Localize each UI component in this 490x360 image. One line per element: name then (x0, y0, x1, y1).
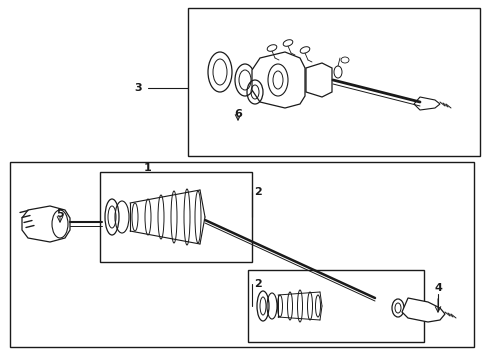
Bar (188, 8, 480, 156)
Text: 1: 1 (144, 163, 152, 173)
Text: 6: 6 (234, 109, 242, 119)
Text: 2: 2 (254, 187, 262, 197)
Bar (100, 172, 252, 262)
Text: 5: 5 (56, 209, 64, 219)
Polygon shape (414, 97, 440, 110)
Polygon shape (22, 206, 70, 242)
Text: 2: 2 (254, 279, 262, 289)
Bar (10, 162, 474, 347)
Polygon shape (306, 63, 332, 97)
Polygon shape (402, 298, 445, 322)
Text: 4: 4 (434, 283, 442, 293)
Bar (248, 270, 424, 342)
Polygon shape (252, 52, 305, 108)
Text: 3: 3 (134, 83, 142, 93)
